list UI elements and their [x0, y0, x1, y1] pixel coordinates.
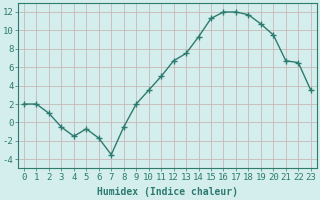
X-axis label: Humidex (Indice chaleur): Humidex (Indice chaleur)	[97, 187, 238, 197]
